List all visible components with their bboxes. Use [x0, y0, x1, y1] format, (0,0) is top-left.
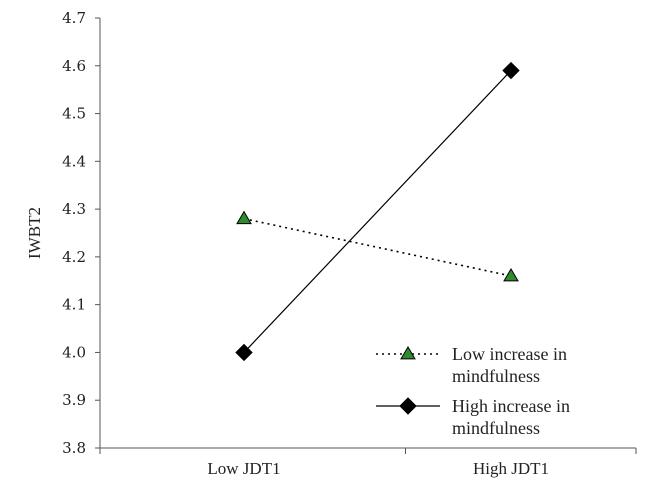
- y-tick-label: 3.8: [62, 439, 86, 457]
- series-line: [243, 70, 512, 353]
- y-tick-label: 4.0: [62, 343, 86, 361]
- y-tick-label: 4.4: [62, 152, 86, 170]
- x-tick-label: High JDT1: [473, 459, 549, 478]
- y-tick-label: 4.5: [62, 105, 86, 123]
- legend-label: mindfulness: [452, 418, 540, 438]
- legend-label: Low increase in: [452, 344, 567, 364]
- data-point: [236, 210, 252, 225]
- x-axis-ticks: Low JDT1 High JDT1: [99, 448, 637, 478]
- series-0: [236, 210, 519, 282]
- y-axis-ticks: 4.7 4.6 4.5 4.4 4.3 4.2 4.1 4.0 3.9 3.8: [62, 9, 100, 457]
- legend-marker: [400, 346, 416, 360]
- y-tick-label: 4.7: [62, 9, 86, 27]
- legend-label: High increase in: [452, 396, 570, 416]
- x-tick-label: Low JDT1: [207, 459, 280, 478]
- legend-label: mindfulness: [452, 366, 540, 386]
- y-tick-label: 4.1: [62, 296, 86, 314]
- data-point: [235, 343, 253, 362]
- series-1: [235, 61, 520, 362]
- data-point: [503, 268, 519, 282]
- y-tick-label: 4.3: [62, 200, 86, 218]
- y-tick-label: 4.6: [62, 57, 86, 75]
- y-tick-label: 3.9: [62, 391, 86, 409]
- data-point: [502, 61, 520, 80]
- series-line: [243, 217, 512, 277]
- legend-marker: [399, 397, 417, 415]
- y-axis-title: IWBT2: [25, 207, 44, 259]
- series: [235, 61, 520, 362]
- y-tick-label: 4.2: [62, 248, 86, 266]
- axes: [99, 18, 636, 449]
